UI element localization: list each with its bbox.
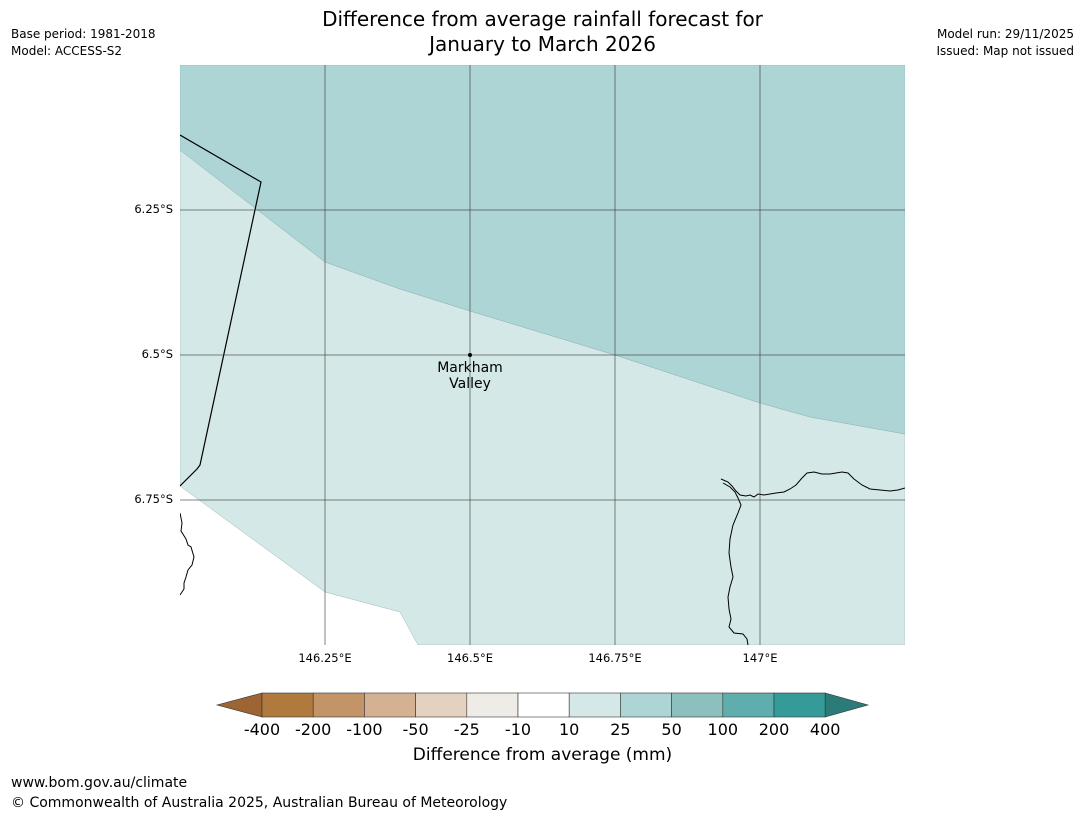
colorbar-tick-label: 50 (661, 720, 682, 739)
colorbar-tick-label: 25 (610, 720, 631, 739)
coastline-west (180, 512, 195, 596)
model-run: Model run: 29/11/2025 (936, 27, 1074, 41)
issued-status: Issued: Map not issued (936, 44, 1074, 58)
colorbar-segment (568, 692, 621, 718)
colorbar-tick-label: -200 (295, 720, 332, 739)
colorbar-segment (671, 692, 724, 718)
base-period: Base period: 1981-2018 (11, 27, 156, 41)
title-line-1: Difference from average rainfall forecas… (322, 7, 763, 31)
colorbar-tick-label: 100 (707, 720, 739, 739)
colorbar-segment (517, 692, 570, 718)
colorbar-tick-label: -10 (504, 720, 532, 739)
colorbar-tick-label: -100 (346, 720, 383, 739)
colorbar-segment (620, 692, 672, 718)
place-label: Markham Valley (425, 360, 515, 392)
lon-label-146-25: 146.25°E (298, 651, 352, 665)
title-line-2: January to March 2026 (429, 32, 656, 56)
map-title: Difference from average rainfall forecas… (0, 7, 1085, 57)
colorbar-segment (773, 692, 826, 718)
footer-copyright: © Commonwealth of Australia 2025, Austra… (11, 795, 508, 811)
colorbar-tick-label: -50 (402, 720, 429, 739)
colorbar-tick-label: -400 (243, 720, 281, 739)
colorbar-segment (466, 692, 519, 718)
place-line-1: Markham (437, 360, 503, 376)
colorbar-segment (415, 692, 468, 718)
meta-right: Model run: 29/11/2025 Issued: Map not is… (936, 26, 1074, 60)
place-marker (468, 353, 472, 357)
forecast-map (180, 65, 905, 645)
lat-label-6-75: 6.75°S (134, 492, 173, 506)
colorbar-arrow-high (824, 692, 870, 718)
map-canvas (180, 65, 905, 645)
lat-label-6-5: 6.5°S (141, 347, 173, 361)
footer-url[interactable]: www.bom.gov.au/climate (11, 775, 188, 791)
river-line (722, 482, 749, 645)
lon-label-147: 147°E (742, 651, 778, 665)
place-line-2: Valley (449, 376, 491, 392)
colorbar-tick-label: -25 (453, 720, 480, 739)
lon-label-146-5: 146.5°E (447, 651, 493, 665)
colorbar-tick-label: 200 (758, 720, 790, 739)
colorbar-segment (261, 692, 314, 718)
colorbar-tick-label: 10 (559, 720, 580, 739)
model-name: Model: ACCESS-S2 (11, 44, 123, 58)
colorbar-arrow-low (215, 692, 263, 718)
lon-label-146-75: 146.75°E (588, 651, 642, 665)
colorbar-segment (312, 692, 365, 718)
colorbar-title: Difference from average (mm) (412, 745, 673, 765)
meta-left: Base period: 1981-2018 Model: ACCESS-S2 (11, 26, 156, 60)
colorbar-segment (364, 692, 416, 718)
colorbar-tick-label: 400 (809, 720, 841, 739)
coastline-east (720, 471, 905, 498)
colorbar-segment (722, 692, 775, 718)
border-line (180, 134, 262, 487)
lat-label-6-25: 6.25°S (134, 202, 173, 216)
